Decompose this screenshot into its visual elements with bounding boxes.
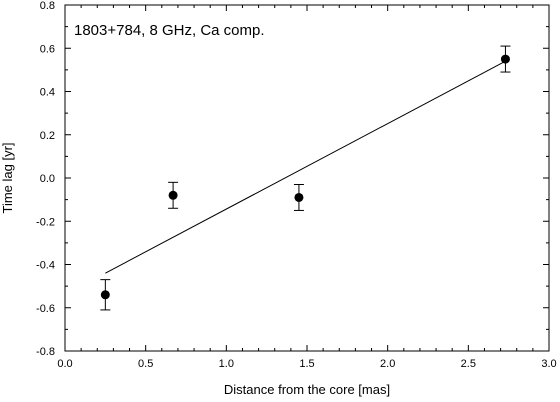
data-points [100,45,511,311]
x-tick-label: 1.0 [219,358,234,370]
data-point [100,290,110,300]
y-tick-label: 0.2 [40,130,55,142]
x-tick-label: 2.5 [461,358,476,370]
plot-frame [64,4,550,352]
x-tick-label: 0.0 [57,358,72,370]
y-axis-label: Time lag [yr] [0,142,15,213]
y-tick-label: 0.6 [40,43,55,55]
chart-annotation: 1803+784, 8 GHz, Ca comp. [74,22,265,39]
data-point [500,54,510,64]
y-tick-label: -0.2 [36,216,55,228]
y-tick-label: -0.6 [36,303,55,315]
x-tick-label: 2.0 [380,358,395,370]
axis-ticks [64,4,550,352]
data-point [294,192,304,202]
y-tick-label: -0.8 [36,346,55,358]
y-tick-label: 0.4 [40,87,55,99]
axis-tick-labels: 0.0 0.5 1.0 1.5 2.0 2.5 3.0 -0.8 -0.6 -0.4 -0.2 0.0… [36,0,557,370]
y-tick-label: -0.4 [36,260,55,272]
y-tick-label: 0.8 [40,0,55,12]
y-tick-label: 0.0 [40,173,55,185]
data-point [168,190,178,200]
x-axis-label: Distance from the core [mas] [224,382,390,397]
x-tick-label: 3.0 [541,358,556,370]
x-tick-label: 1.5 [299,358,314,370]
x-tick-label: 0.5 [138,358,153,370]
fit-line [105,60,506,274]
